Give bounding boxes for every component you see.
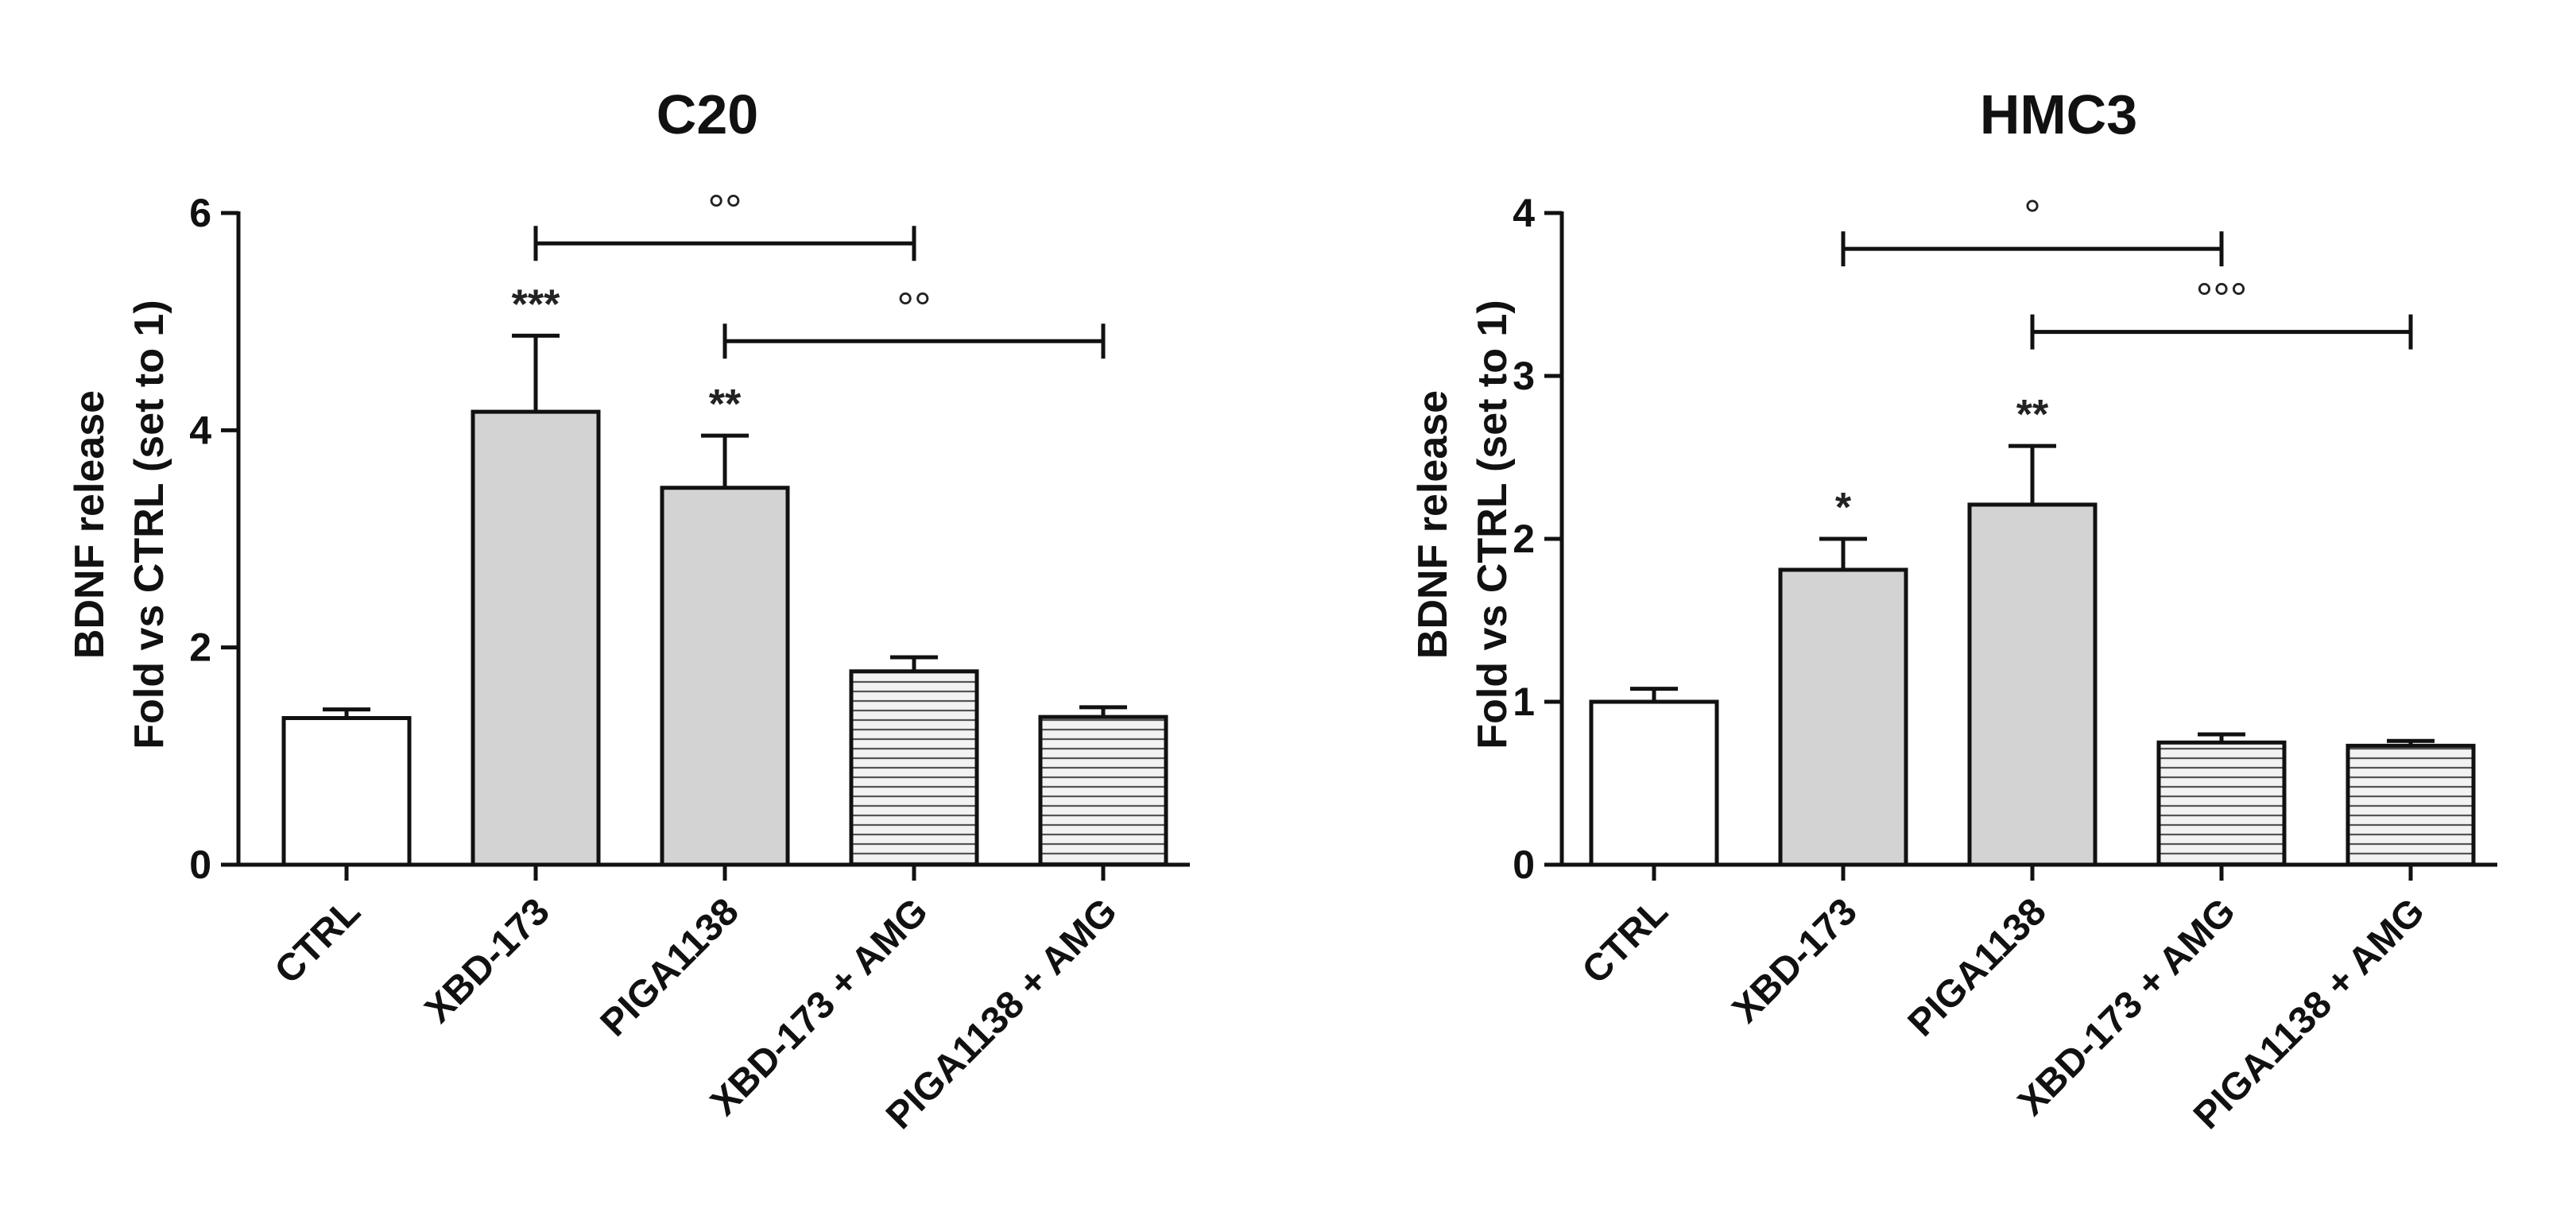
y-tick-label: 3 xyxy=(1513,354,1535,398)
bar-xbd-173 xyxy=(471,409,601,867)
comparison-label: ° xyxy=(2024,192,2041,239)
y-tick-label: 2 xyxy=(1513,517,1535,561)
y-axis-label-line-1: BDNF release xyxy=(1410,390,1456,659)
bar-xbd-173-amg xyxy=(2156,740,2287,867)
comparison-label: °°° xyxy=(2196,275,2248,323)
y-tick-label: 2 xyxy=(189,625,211,670)
x-tick-label: XBD-173 xyxy=(1725,890,1865,1031)
y-tick-label: 0 xyxy=(1513,842,1535,887)
significance-label: ** xyxy=(709,381,742,428)
x-tick-label: CTRL xyxy=(1575,890,1676,992)
y-axis-label-line-2: Fold vs CTRL (set to 1) xyxy=(126,300,172,749)
bar-piga1138-amg xyxy=(2346,743,2476,867)
y-tick-label: 1 xyxy=(1513,680,1535,724)
x-tick-label: CTRL xyxy=(267,890,369,992)
bar-xbd-173 xyxy=(1778,567,1908,867)
chart-panel-c20: C20 BDNF release Fold vs CTRL (set to 1) **… xyxy=(0,0,1288,1212)
comparison-label: °° xyxy=(897,284,931,331)
x-tick-label: PIGA1138 xyxy=(593,890,747,1044)
chart-title: HMC3 xyxy=(1980,83,2137,145)
significance-label: *** xyxy=(512,281,560,327)
bar-piga1138 xyxy=(660,486,790,867)
c20-bar-chart: C20 BDNF release Fold vs CTRL (set to 1) **… xyxy=(67,83,1190,1137)
y-axis-label-line-1: BDNF release xyxy=(67,390,113,659)
significance-label: ** xyxy=(2016,392,2049,438)
bar-piga1138 xyxy=(1967,502,2098,867)
y-tick-label: 6 xyxy=(189,191,211,235)
bar-piga1138-amg xyxy=(1038,714,1168,867)
y-axis-label-line-2: Fold vs CTRL (set to 1) xyxy=(1470,300,1516,749)
x-tick-label: PIGA1138 xyxy=(1900,890,2055,1044)
comparison-label: °° xyxy=(707,186,742,234)
y-tick-label: 4 xyxy=(1513,191,1535,235)
hmc3-bar-chart: HMC3 BDNF release Fold vs CTRL (set to 1) *… xyxy=(1410,83,2497,1137)
y-tick-label: 4 xyxy=(189,408,211,452)
bar-ctrl xyxy=(1589,699,1719,867)
chart-title: C20 xyxy=(657,83,758,145)
bar-xbd-173-amg xyxy=(849,669,979,867)
bar-ctrl xyxy=(281,716,412,867)
chart-panel-hmc3: HMC3 BDNF release Fold vs CTRL (set to 1) *… xyxy=(1343,0,2576,1212)
significance-label: * xyxy=(1835,485,1852,531)
y-tick-label: 0 xyxy=(189,842,211,887)
x-tick-label: XBD-173 xyxy=(417,890,558,1031)
